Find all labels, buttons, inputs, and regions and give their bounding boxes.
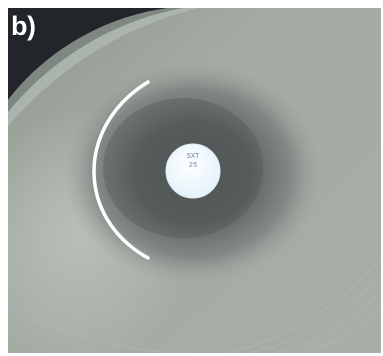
- agar-streaks: [8, 257, 381, 353]
- inhibition-zone-marker-arc: [92, 80, 150, 260]
- agar-plate-photo: [8, 8, 381, 353]
- agar-plate-image: [8, 8, 381, 353]
- plate-rim-shadow: [8, 8, 168, 100]
- disc-label-line1: SXT: [186, 153, 200, 161]
- panel-label: b): [11, 11, 36, 41]
- antibiotic-disc: [166, 144, 220, 198]
- disc-label-line2: 25: [188, 162, 198, 170]
